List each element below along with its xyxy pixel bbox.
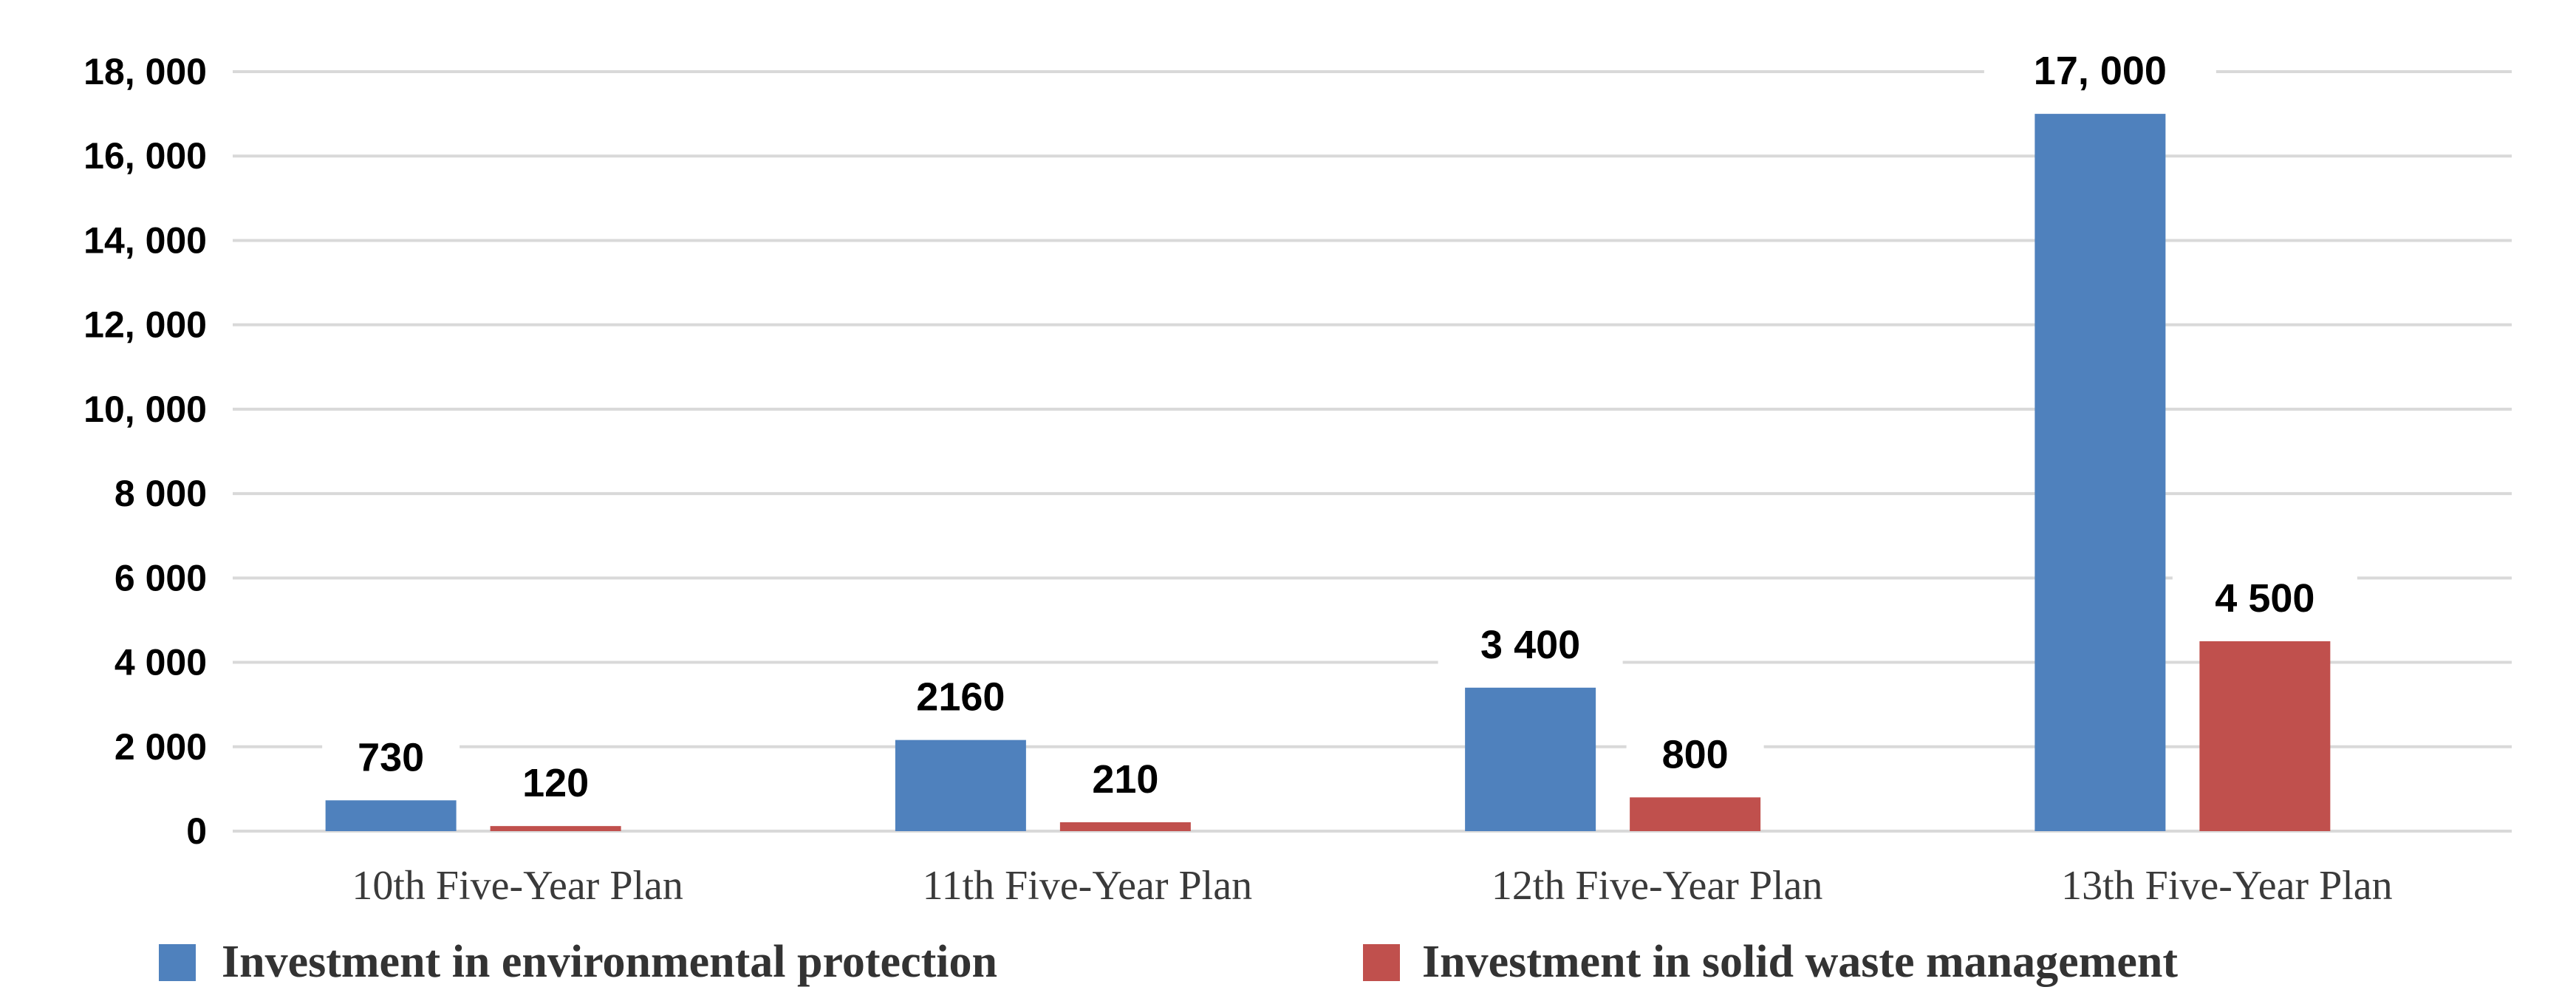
data-label-background [487,758,625,812]
bars [325,114,2331,832]
bar [1630,797,1761,831]
data-label: 120 [522,761,589,805]
data-label-background [880,672,1042,725]
bar [490,826,621,831]
legend-swatch-environmental-protection [159,944,196,981]
bar [2199,641,2331,831]
legend-label-environmental-protection: Investment in environmental protection [222,937,997,987]
data-label: 4 500 [2215,576,2314,621]
y-tick-label: 2 000 [115,726,207,768]
bar [325,800,457,831]
x-axis-tick-labels: 10th Five-Year Plan 11th Five-Year Plan 12… [352,863,2392,909]
data-label-background [322,732,460,786]
x-tick-label: 11th Five-Year Plan [923,863,1252,909]
data-label-background [1438,619,1623,673]
data-label: 17, 000 [2034,49,2167,93]
y-tick-label: 4 000 [115,642,207,683]
bar [1465,687,1596,831]
legend-swatch-solid-waste-management [1363,944,1400,981]
bar [895,740,1026,831]
data-label: 800 [1662,732,1729,776]
y-tick-label: 18, 000 [83,51,207,92]
data-label: 3 400 [1480,623,1580,667]
data-label-background [1626,729,1764,783]
bar [1059,822,1191,831]
y-tick-label: 0 [186,810,207,852]
data-label-background [2172,573,2357,626]
x-tick-label: 13th Five-Year Plan [2061,863,2393,909]
y-tick-label: 16, 000 [83,135,207,177]
data-label-background [1056,754,1195,808]
data-label-background [1984,46,2216,100]
y-tick-label: 10, 000 [83,389,207,430]
x-tick-label: 12th Five-Year Plan [1492,863,1823,909]
gridlines [233,70,2512,833]
y-axis-tick-labels: 0 2 000 4 000 6 000 8 000 10, 000 12, 000 14, 0… [83,51,207,852]
y-tick-label: 8 000 [115,473,207,514]
y-tick-label: 6 000 [115,557,207,598]
legend-label-solid-waste-management: Investment in solid waste management [1422,937,2178,987]
data-label: 730 [358,735,424,779]
x-tick-label: 10th Five-Year Plan [352,863,683,909]
y-tick-label: 14, 000 [83,219,207,261]
data-label: 2160 [916,675,1005,720]
legend: Investment in environmental protection I… [159,937,2178,987]
y-tick-label: 12, 000 [83,304,207,346]
data-labels: 730 120 2160 210 3 400 800 17, 000 4 500 [322,46,2357,812]
bar [2035,114,2166,832]
data-label: 210 [1092,757,1158,802]
